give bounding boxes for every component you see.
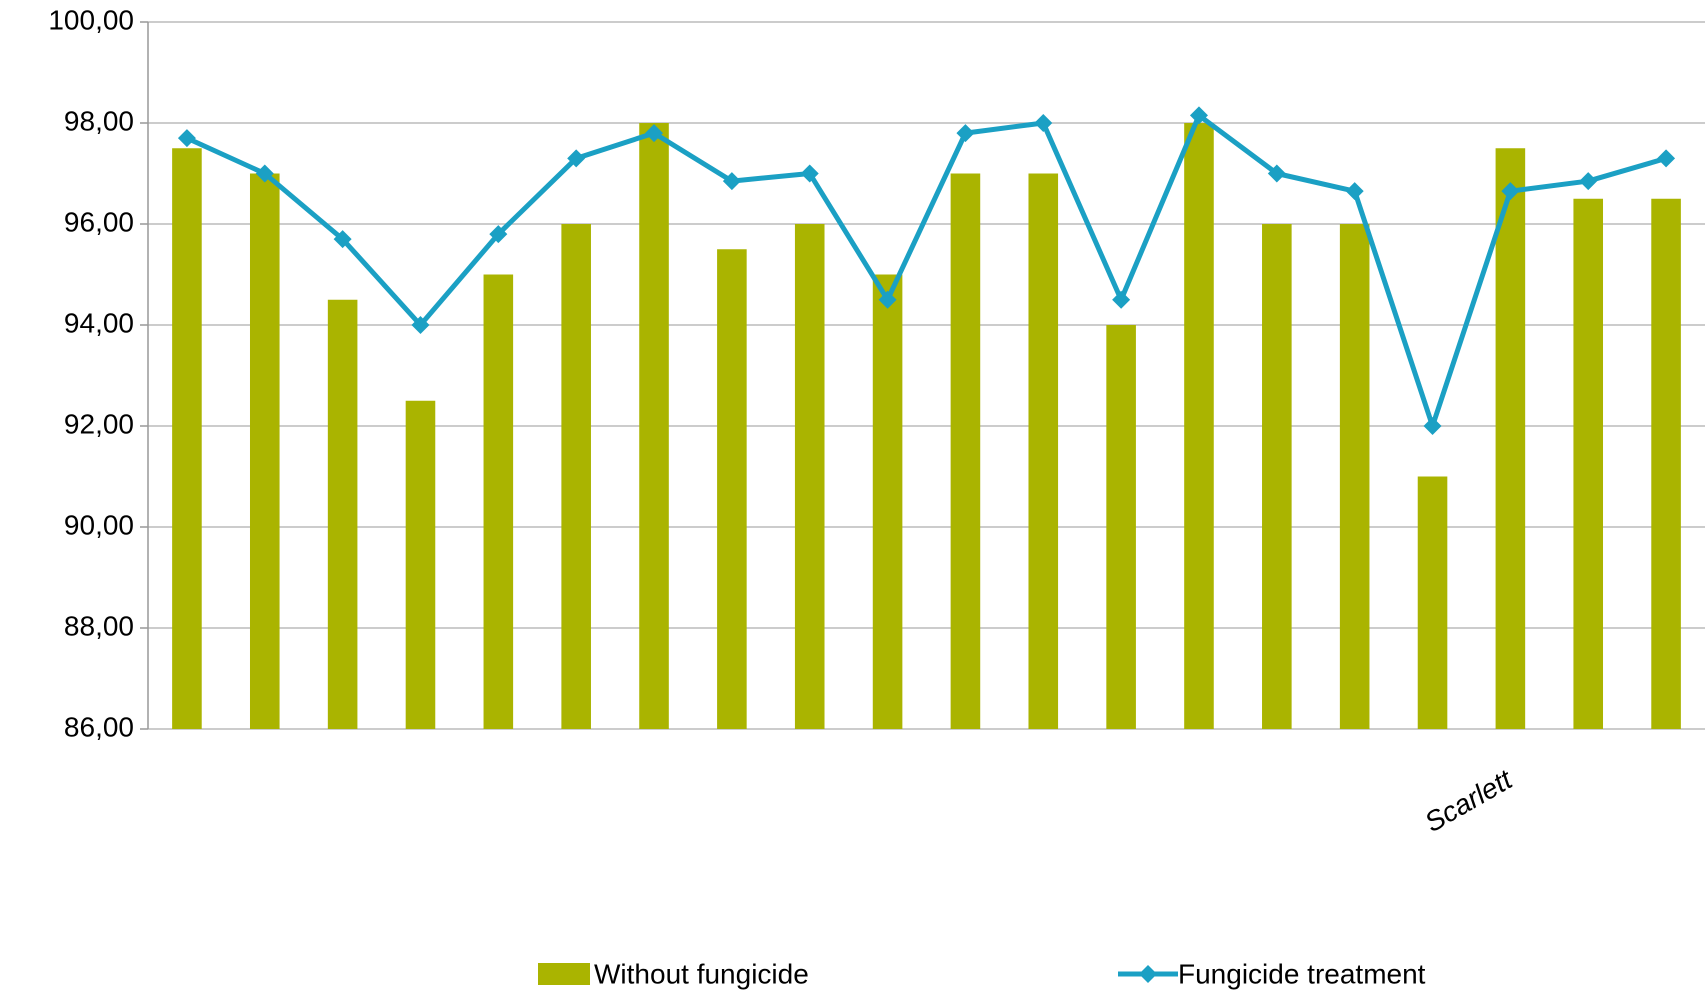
- marker: [1112, 290, 1131, 309]
- legend-swatch: [538, 963, 590, 985]
- bar: [1573, 198, 1604, 729]
- y-tick-label: 88,00: [64, 610, 134, 641]
- y-tick-label: 90,00: [64, 509, 134, 540]
- y-tick-label: 92,00: [64, 408, 134, 439]
- x-tick-label: Scarlett: [1419, 763, 1518, 838]
- y-tick-label: 86,00: [64, 711, 134, 742]
- marker: [800, 164, 819, 183]
- bar: [1106, 325, 1136, 729]
- marker: [1579, 172, 1598, 191]
- marker: [645, 124, 664, 143]
- bar: [1651, 198, 1681, 729]
- y-tick-label: 100,00: [48, 4, 134, 35]
- bar: [249, 173, 280, 729]
- marker: [956, 124, 975, 143]
- bar: [794, 224, 825, 729]
- marker: [1501, 182, 1520, 201]
- marker: [1345, 182, 1364, 201]
- marker: [1034, 114, 1053, 132]
- marker: [489, 225, 508, 244]
- marker: [1267, 164, 1286, 183]
- y-tick-label: 98,00: [64, 105, 134, 136]
- y-tick-label: 94,00: [64, 307, 134, 338]
- marker: [567, 149, 586, 168]
- bar: [1028, 173, 1059, 729]
- marker: [722, 172, 741, 191]
- legend-marker: [1139, 965, 1157, 983]
- bar: [1339, 224, 1370, 729]
- bar: [639, 123, 669, 729]
- marker: [333, 230, 352, 249]
- bar: [1417, 476, 1448, 729]
- bar: [717, 249, 747, 729]
- line: [185, 112, 1667, 429]
- bar: [405, 400, 436, 729]
- marker: [878, 290, 897, 309]
- bar: [172, 148, 202, 729]
- marker: [255, 164, 274, 183]
- bar: [327, 299, 358, 729]
- legend-label: Without fungicide: [594, 958, 809, 989]
- bar: [1184, 123, 1214, 729]
- bar: [483, 274, 514, 729]
- bar: [1495, 148, 1526, 729]
- marker: [177, 129, 196, 148]
- bar: [561, 224, 591, 729]
- legend-label: Fungicide treatment: [1178, 958, 1426, 989]
- bar: [950, 173, 981, 729]
- marker: [411, 316, 430, 334]
- marker: [1657, 149, 1676, 168]
- bar: [872, 274, 903, 729]
- bar: [1262, 224, 1292, 729]
- marker: [1189, 106, 1208, 125]
- y-tick-label: 96,00: [64, 206, 134, 237]
- marker: [1423, 417, 1442, 435]
